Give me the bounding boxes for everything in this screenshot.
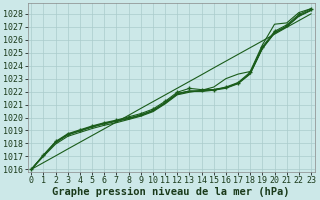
- X-axis label: Graphe pression niveau de la mer (hPa): Graphe pression niveau de la mer (hPa): [52, 186, 290, 197]
